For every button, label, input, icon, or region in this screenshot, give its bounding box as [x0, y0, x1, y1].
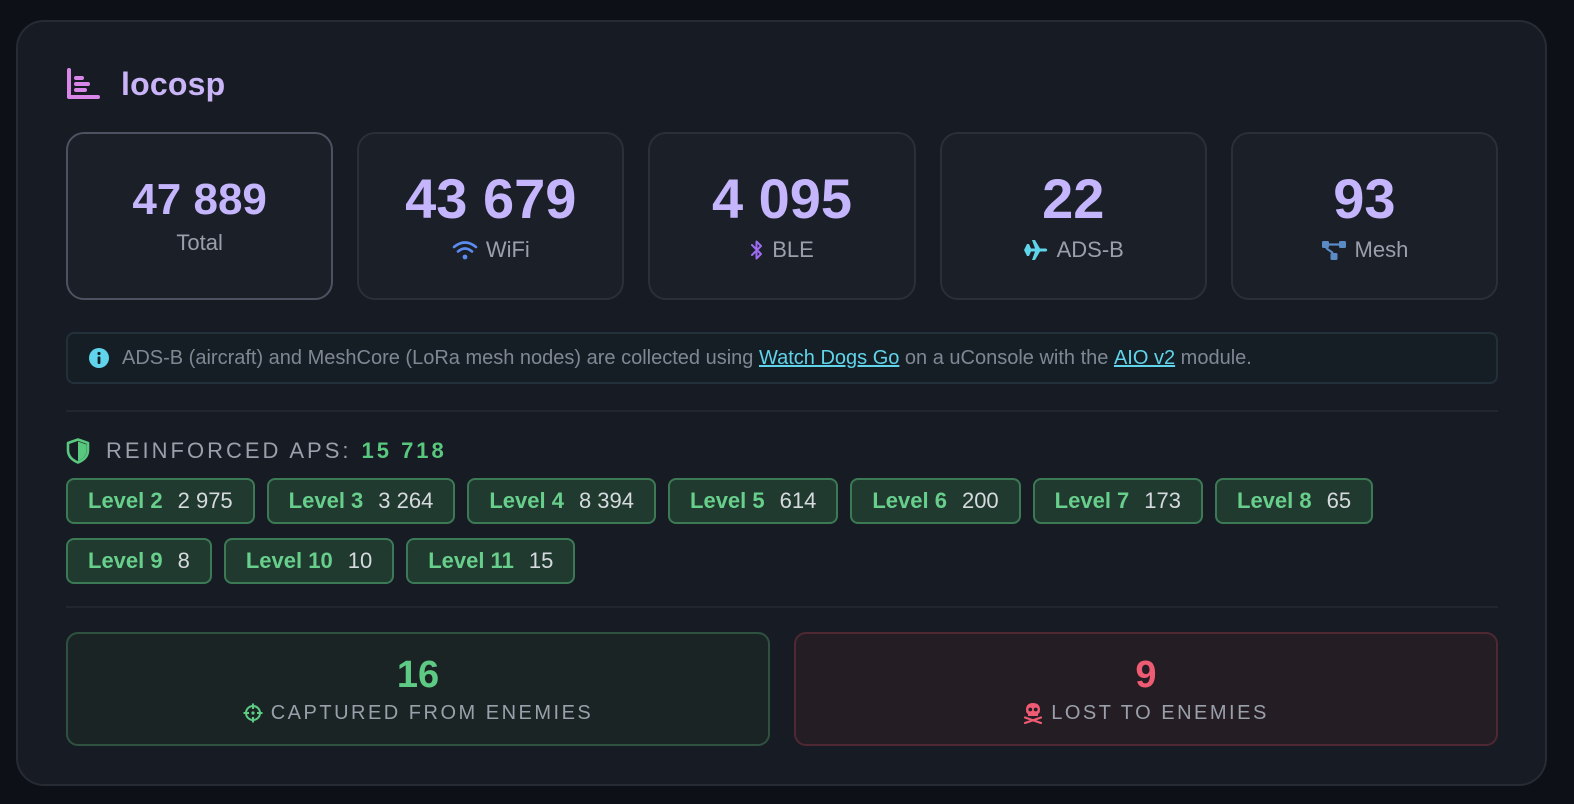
level-name: Level 4: [489, 488, 564, 513]
info-icon: [89, 348, 109, 368]
level-badge: Level 4 8 394: [467, 478, 657, 524]
level-badge: Level 10 10: [223, 538, 395, 584]
captured-label-text: CAPTURED FROM ENEMIES: [270, 701, 594, 724]
level-badge: Level 2 2 975: [66, 478, 255, 524]
level-name: Level 6: [872, 488, 947, 513]
info-text-after: module.: [1175, 346, 1252, 369]
stats-card: locosp 47 889 Total 43 679 WiFi 4 095: [16, 20, 1547, 786]
level-value: 200: [961, 488, 999, 513]
divider: [66, 606, 1498, 608]
captured-panel: 16 CAPTURED FROM ENEMIES: [66, 632, 770, 746]
wifi-icon: [452, 241, 478, 260]
stat-mesh-label: Mesh: [1321, 237, 1409, 263]
stat-mesh-value: 93: [1333, 167, 1396, 230]
stat-total: 47 889 Total: [66, 132, 334, 300]
watch-dogs-go-link[interactable]: Watch Dogs Go: [758, 346, 900, 369]
stat-wifi-label: WiFi: [452, 237, 530, 263]
level-badge: Level 9 8: [66, 538, 212, 584]
level-badge: Level 5 614: [668, 478, 839, 524]
level-value: 10: [347, 548, 373, 573]
level-name: Level 2: [88, 488, 163, 513]
reinforced-header: REINFORCED APS: 15 718: [66, 436, 447, 466]
aio-v2-link[interactable]: AIO v2: [1113, 346, 1176, 369]
level-name: Level 7: [1054, 488, 1130, 513]
stats-row: 47 889 Total 43 679 WiFi 4 095: [66, 132, 1499, 300]
level-badge: Level 3 3 264: [266, 478, 456, 524]
stat-wifi-label-text: WiFi: [485, 237, 530, 262]
stat-total-value: 47 889: [132, 175, 267, 224]
stat-wifi-value: 43 679: [405, 167, 577, 230]
stat-ble-label-text: BLE: [772, 237, 814, 262]
bar-chart-icon: [67, 68, 100, 99]
info-text-middle: on a uConsole with the: [899, 346, 1114, 369]
level-value: 8 394: [578, 488, 635, 513]
stat-total-label-text: Total: [176, 230, 223, 255]
level-badge: Level 6 200: [850, 478, 1021, 524]
card-header: locosp: [66, 66, 225, 102]
info-banner: ADS-B (aircraft) and MeshCore (LoRa mesh…: [66, 332, 1498, 384]
divider: [66, 410, 1498, 412]
level-value: 65: [1326, 488, 1352, 513]
level-badges: Level 2 2 975 Level 3 3 264 Level 4 8 394 L…: [66, 478, 1466, 584]
info-text-before: ADS-B (aircraft) and MeshCore (LoRa mesh…: [122, 346, 759, 369]
page-title: locosp: [121, 65, 226, 102]
stat-total-label: Total: [176, 230, 222, 256]
lost-panel: 9 LOST TO ENEMIES: [794, 632, 1498, 746]
level-value: 3 264: [378, 488, 434, 513]
level-name: Level 5: [690, 488, 765, 513]
stat-ble: 4 095 BLE: [648, 132, 916, 300]
level-value: 614: [779, 488, 817, 513]
stat-adsb-value: 22: [1042, 167, 1105, 230]
network-icon: [1321, 241, 1346, 260]
stat-wifi: 43 679 WiFi: [357, 132, 625, 300]
crosshair-icon: [243, 703, 263, 723]
level-value: 15: [528, 548, 554, 573]
level-name: Level 8: [1237, 488, 1312, 513]
level-value: 2 975: [177, 488, 233, 513]
stat-adsb-label: ADS-B: [1023, 237, 1124, 263]
level-name: Level 11: [428, 548, 514, 573]
lost-label: LOST TO ENEMIES: [1023, 702, 1269, 725]
level-value: 173: [1144, 488, 1181, 513]
level-badge: Level 8 65: [1215, 478, 1374, 524]
lost-value: 9: [1135, 653, 1157, 696]
stat-mesh-label-text: Mesh: [1354, 237, 1409, 262]
level-badge: Level 7 173: [1032, 478, 1203, 524]
captured-value: 16: [396, 653, 440, 696]
plane-icon: [1023, 240, 1047, 260]
level-name: Level 3: [288, 488, 364, 513]
lost-label-text: LOST TO ENEMIES: [1051, 701, 1269, 724]
stat-adsb-label-text: ADS-B: [1056, 237, 1124, 262]
stat-ble-label: BLE: [750, 237, 814, 263]
captured-label: CAPTURED FROM ENEMIES: [243, 702, 594, 725]
level-value: 8: [177, 548, 190, 573]
stat-adsb: 22 ADS-B: [939, 132, 1207, 300]
level-badge: Level 11 15: [406, 538, 576, 584]
bluetooth-icon: [751, 240, 763, 260]
shield-icon: [66, 438, 90, 464]
stat-ble-value: 4 095: [711, 167, 853, 230]
level-name: Level 9: [88, 548, 163, 573]
skull-icon: [1024, 703, 1043, 724]
reinforced-label: REINFORCED APS:: [106, 438, 352, 463]
stat-mesh: 93 Mesh: [1230, 132, 1499, 300]
level-name: Level 10: [245, 548, 333, 573]
reinforced-count: 15 718: [361, 438, 447, 463]
